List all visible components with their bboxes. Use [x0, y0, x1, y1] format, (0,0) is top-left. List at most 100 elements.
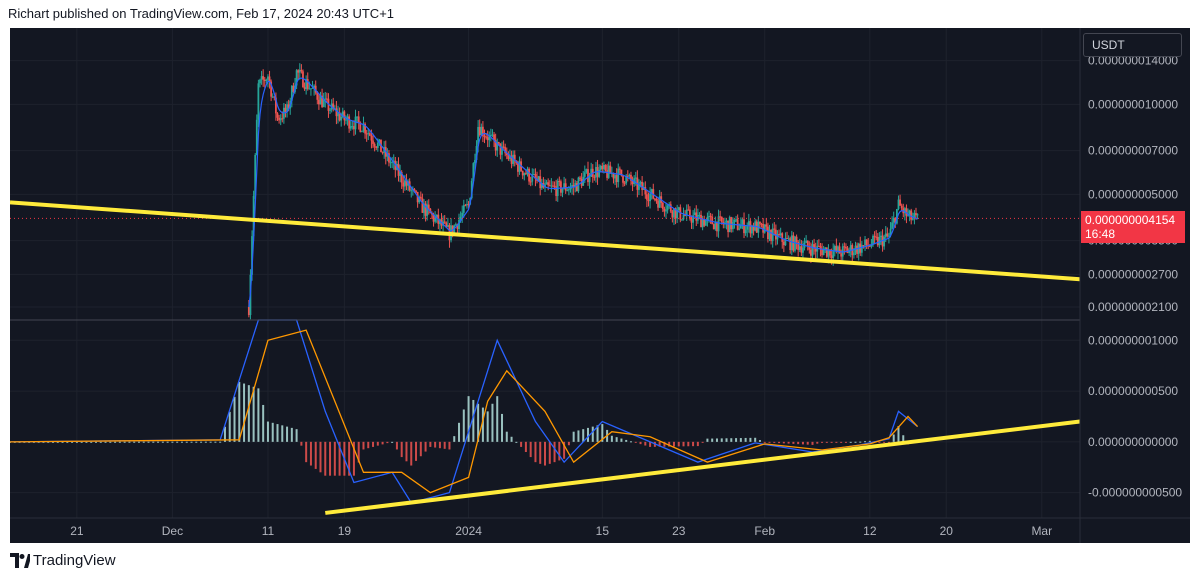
candle-body	[579, 177, 581, 179]
candle-body	[623, 182, 626, 184]
candle-body	[843, 246, 846, 248]
candle-body	[364, 123, 366, 134]
oscillator-signal-line	[10, 329, 919, 494]
tradingview-logo-icon[interactable]	[10, 553, 30, 569]
candle-body	[306, 79, 309, 89]
candle-body	[270, 81, 273, 97]
candle-body	[677, 207, 680, 211]
candle-body	[459, 216, 462, 220]
candle-body	[571, 185, 573, 187]
candle-body	[482, 126, 484, 137]
histogram-bar	[286, 426, 289, 442]
candle-body	[252, 195, 255, 237]
candle-body	[496, 142, 499, 151]
candle-body	[644, 187, 647, 195]
histogram-bar	[787, 441, 790, 444]
histogram-bar	[629, 441, 632, 443]
candle-body	[480, 126, 483, 136]
candle-body	[910, 210, 913, 220]
tradingview-brand[interactable]: TradingView	[33, 552, 116, 569]
histogram-bar	[333, 441, 336, 476]
histogram-bar	[204, 441, 207, 443]
candle-body	[878, 236, 881, 246]
candle-body	[524, 173, 527, 175]
time-tick-label: 23	[672, 524, 686, 538]
histogram-bar	[61, 441, 64, 443]
chart-area[interactable]: 0.000000014000 0.000000010000 0.0000000070…	[10, 28, 1190, 543]
histogram-bar	[486, 411, 489, 442]
histogram-bar	[625, 439, 628, 442]
histogram-bar	[243, 383, 246, 442]
candle-body	[657, 200, 659, 208]
candle-body	[547, 182, 550, 186]
candle-body	[873, 235, 876, 237]
candle-body	[639, 181, 642, 184]
histogram-bar	[37, 441, 40, 443]
candle-body	[833, 246, 836, 251]
candle-body	[693, 212, 696, 216]
candle-body	[779, 233, 782, 236]
chart-svg[interactable]: 0.000000014000 0.000000010000 0.0000000070…	[10, 28, 1190, 543]
candle-body	[703, 219, 706, 226]
candle-body	[443, 221, 446, 223]
candle-body	[540, 183, 543, 189]
time-tick-label: 20	[940, 524, 954, 538]
candle-body	[372, 140, 374, 144]
candle-body	[499, 143, 502, 155]
candle-body	[782, 241, 785, 246]
candle-body	[884, 233, 887, 238]
histogram-bar	[166, 441, 169, 443]
candle-body	[641, 181, 644, 190]
time-tick-label: 12	[863, 524, 877, 538]
candle-body	[634, 177, 637, 179]
candle-body	[673, 208, 675, 218]
candle-body	[810, 249, 812, 256]
candle-body	[292, 85, 295, 92]
candle-body	[856, 245, 858, 254]
candle-body	[604, 165, 607, 171]
candle-body	[771, 228, 774, 242]
candle-body	[286, 104, 288, 112]
histogram-bar	[257, 388, 260, 442]
candle-body	[714, 221, 717, 230]
histogram-bar	[32, 441, 35, 443]
candle-body	[822, 249, 825, 256]
candle-body	[802, 247, 804, 253]
candle-body	[287, 104, 290, 109]
candle-body	[585, 169, 588, 173]
histogram-bar	[620, 438, 623, 442]
histogram-bar	[477, 403, 480, 442]
candle-body	[778, 234, 780, 236]
candle-body	[593, 176, 596, 178]
histogram-bar	[567, 441, 570, 446]
candle-body	[464, 205, 467, 207]
histogram-bar	[133, 441, 136, 443]
histogram-bar	[586, 427, 589, 442]
histogram-bar	[391, 441, 394, 443]
time-tick-label: 21	[70, 524, 84, 538]
candle-body	[353, 126, 355, 130]
histogram-bar	[749, 437, 752, 442]
price-tick-label: 0.000000007000	[1088, 144, 1178, 158]
candle-body	[263, 79, 266, 81]
candle-body	[362, 123, 365, 132]
candle-body	[583, 172, 586, 177]
histogram-bar	[544, 441, 546, 466]
candle-body	[665, 210, 667, 212]
candle-body	[617, 168, 620, 183]
candle-body	[612, 172, 615, 179]
candle-body	[759, 221, 761, 224]
currency-selector[interactable]: USDT	[1083, 33, 1182, 57]
candle-body	[646, 194, 648, 200]
histogram-bar	[730, 438, 733, 442]
candle-body	[260, 76, 263, 80]
candle-body	[518, 161, 521, 172]
histogram-bar	[773, 441, 776, 443]
candle-body	[735, 219, 737, 221]
candle-body	[313, 85, 316, 88]
candle-body	[470, 180, 473, 198]
candle-body	[886, 233, 889, 237]
candle-body	[832, 250, 835, 259]
candle-body	[821, 248, 823, 256]
candle-body	[797, 241, 800, 250]
